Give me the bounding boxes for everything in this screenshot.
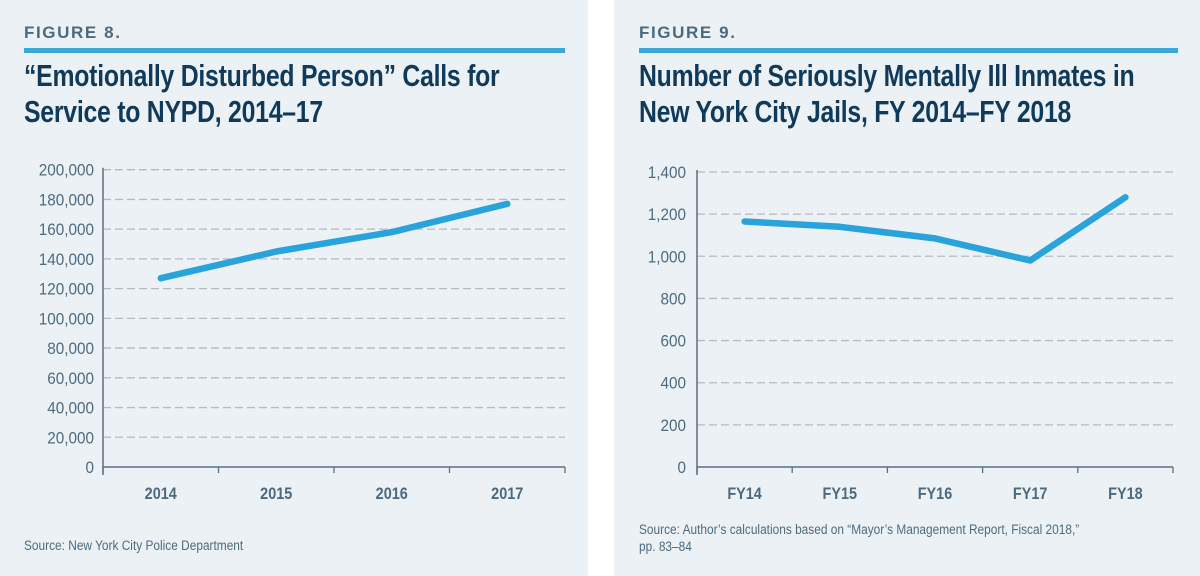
series-line (157, 200, 511, 282)
y-tick-label: 80,000 (47, 339, 94, 358)
figure-9-source-line-1: Source: Author’s calculations based on “… (639, 522, 1080, 537)
y-tick-label: 120,000 (39, 280, 94, 299)
figure-9-label: FIGURE 9. (639, 23, 737, 42)
figure-8-accent-rule (24, 48, 565, 53)
y-tick-label: 180,000 (39, 191, 94, 210)
figure-8-source: Source: New York City Police Department (24, 537, 243, 554)
y-tick-label: 60,000 (47, 369, 94, 388)
y-tick-label: 200,000 (39, 161, 94, 180)
figure-9-panel: FIGURE 9. Number of Seriously Mentally I… (614, 0, 1200, 576)
y-tick-label: 140,000 (39, 250, 94, 269)
y-tick-label: 160,000 (39, 220, 94, 239)
y-tick-label: 400 (660, 374, 686, 393)
figure-8-title-line-2: Service to NYPD, 2014–17 (24, 94, 323, 129)
y-tick-label: 1,200 (648, 205, 686, 224)
figure-8-source-line-1: Source: New York City Police Department (24, 538, 244, 553)
x-tick-label: 2015 (260, 485, 292, 503)
y-tick-label: 800 (660, 290, 686, 309)
x-tick-label: FY14 (727, 485, 762, 503)
figure-9-title-line-2: New York City Jails, FY 2014–FY 2018 (639, 94, 1072, 129)
y-tick-label: 600 (660, 332, 686, 351)
figure-9-title: Number of Seriously Mentally Ill Inmates… (639, 58, 1135, 130)
figure-9-source: Source: Author’s calculations based on “… (639, 521, 1079, 555)
figure-8-label: FIGURE 8. (24, 23, 122, 42)
y-tick-label: 0 (85, 458, 94, 477)
y-tick-label: 20,000 (47, 429, 94, 448)
x-tick-label: FY16 (918, 485, 953, 503)
figure-8-title-line-1: “Emotionally Disturbed Person” Calls for (24, 58, 500, 93)
series-line (741, 194, 1129, 264)
x-tick-label: 2016 (376, 485, 408, 503)
y-tick-label: 40,000 (47, 399, 94, 418)
x-tick-label: FY18 (1108, 485, 1143, 503)
x-tick-label: FY17 (1013, 485, 1048, 503)
x-tick-label: 2014 (145, 485, 177, 503)
x-tick-label: FY15 (823, 485, 858, 503)
figure-9-title-line-1: Number of Seriously Mentally Ill Inmates… (639, 58, 1135, 93)
y-tick-label: 1,000 (648, 248, 686, 267)
y-tick-label: 0 (677, 458, 686, 477)
figure-9-source-line-2: pp. 83–84 (639, 539, 692, 554)
figure-8-title: “Emotionally Disturbed Person” Calls for… (24, 58, 500, 130)
y-tick-label: 200 (660, 416, 686, 435)
y-tick-label: 100,000 (39, 310, 94, 329)
x-tick-label: 2017 (491, 485, 523, 503)
figure-9-accent-rule (639, 48, 1178, 53)
y-tick-label: 1,400 (648, 163, 686, 182)
